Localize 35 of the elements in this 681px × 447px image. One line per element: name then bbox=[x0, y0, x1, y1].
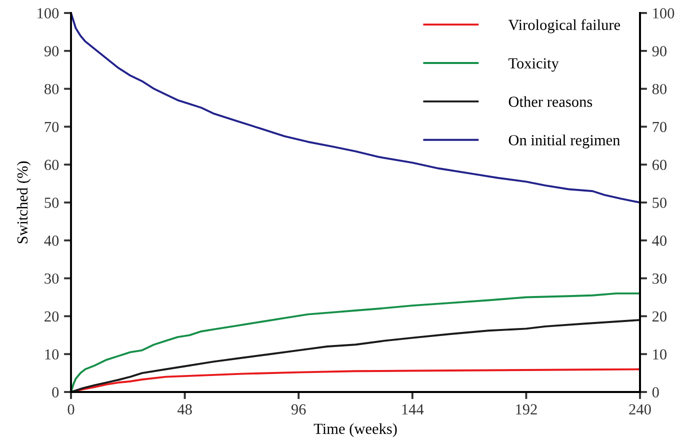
legend-label: Toxicity bbox=[508, 58, 559, 72]
x-tick-label: 192 bbox=[516, 404, 537, 415]
y-tick-label: 90 bbox=[44, 46, 59, 56]
y2-tick-label: 60 bbox=[652, 160, 666, 170]
y-tick-label: 20 bbox=[44, 311, 59, 322]
legend-label: Other reasons bbox=[508, 96, 592, 107]
y-tick-label: 50 bbox=[44, 198, 59, 208]
line-series bbox=[71, 13, 640, 204]
y2-tick-label: 50 bbox=[652, 198, 666, 208]
y2-tick-label: 40 bbox=[652, 236, 666, 246]
x-axis-title: Time (weeks) bbox=[314, 423, 397, 438]
y-tick-label: 60 bbox=[44, 160, 59, 170]
x-tick-label: 96 bbox=[291, 404, 306, 415]
y2-tick-label: 80 bbox=[652, 84, 666, 94]
y-tick-label: 80 bbox=[44, 84, 59, 94]
legend-label: On initial regimen bbox=[508, 134, 620, 148]
y-axis-title: Switched (%) bbox=[16, 161, 31, 244]
y2-tick-label: 90 bbox=[652, 46, 666, 56]
y2-tick-label: 20 bbox=[652, 311, 666, 322]
y-tick-label: 30 bbox=[44, 273, 59, 284]
y-tick-label: 10 bbox=[45, 349, 59, 360]
y-tick-label: 0 bbox=[52, 387, 59, 398]
legend-label: Virological failure bbox=[508, 19, 620, 34]
x-tick-label: 48 bbox=[177, 404, 192, 415]
x-tick-label: 144 bbox=[402, 404, 424, 414]
y-tick-label: 70 bbox=[44, 122, 59, 132]
y2-tick-label: 30 bbox=[652, 273, 666, 284]
y2-tick-label: 70 bbox=[652, 122, 666, 132]
y-tick-label: 40 bbox=[44, 236, 59, 246]
x-tick-label: 240 bbox=[629, 404, 651, 415]
y2-tick-label: 0 bbox=[652, 387, 659, 398]
y2-tick-label: 100 bbox=[653, 8, 674, 18]
y-tick-label: 100 bbox=[38, 8, 59, 18]
y2-tick-label: 10 bbox=[653, 349, 666, 360]
x-tick-label: 0 bbox=[68, 404, 74, 415]
